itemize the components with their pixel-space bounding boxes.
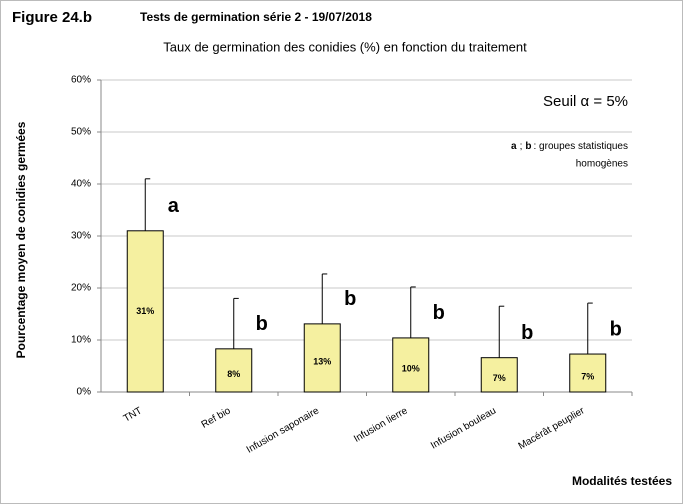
- value-label: 7%: [493, 373, 506, 383]
- note: a; b: groupes statistiques: [511, 141, 628, 152]
- value-label: 8%: [227, 369, 240, 379]
- group-label: b: [521, 322, 533, 344]
- y-tick-label: 0%: [77, 387, 92, 398]
- bar: [480, 357, 518, 393]
- value-label: 10%: [402, 363, 420, 373]
- value-label: 31%: [136, 306, 154, 316]
- note-line2: homogènes: [576, 159, 628, 170]
- x-tick-label: Ref bio: [200, 405, 233, 431]
- y-tick-label: 10%: [71, 335, 91, 346]
- y-tick-label: 50%: [71, 127, 91, 138]
- bar: [303, 323, 341, 393]
- note-b: b: [525, 141, 531, 152]
- note-text: : groupes statistiques: [534, 141, 629, 152]
- group-label: a: [168, 195, 180, 217]
- x-axis-title: Modalités testées: [572, 474, 672, 488]
- bar: [126, 230, 164, 393]
- chart-title: Tests de germination série 2 - 19/07/201…: [140, 10, 372, 24]
- y-tick-label: 40%: [71, 179, 91, 190]
- y-axis-title: Pourcentage moyen de conidies germées: [14, 121, 28, 358]
- x-tick-label: Infusion bouleau: [429, 405, 498, 451]
- x-tick-label: Macérât peuplier: [517, 405, 588, 452]
- value-label: 13%: [313, 356, 331, 366]
- note-a: a: [511, 141, 517, 152]
- figure-label: Figure 24.b: [12, 9, 92, 26]
- group-label: b: [344, 288, 356, 310]
- y-tick-label: 30%: [71, 231, 91, 242]
- y-tick-label: 20%: [71, 283, 91, 294]
- bar: [392, 337, 430, 393]
- bar: [215, 348, 253, 393]
- group-label: b: [433, 302, 445, 324]
- group-label: b: [610, 318, 622, 340]
- bar: [569, 353, 607, 393]
- group-label: b: [256, 313, 268, 335]
- x-tick-label: TNT: [122, 405, 144, 424]
- threshold-note: Seuil α = 5%: [543, 93, 628, 110]
- x-tick-label: Infusion lierre: [352, 405, 410, 445]
- value-label: 7%: [581, 371, 594, 381]
- y-tick-label: 60%: [71, 75, 91, 86]
- note-sep: ;: [520, 141, 523, 152]
- chart-subtitle: Taux de germination des conidies (%) en …: [163, 39, 527, 54]
- x-tick-label: Infusion saponaire: [245, 405, 322, 456]
